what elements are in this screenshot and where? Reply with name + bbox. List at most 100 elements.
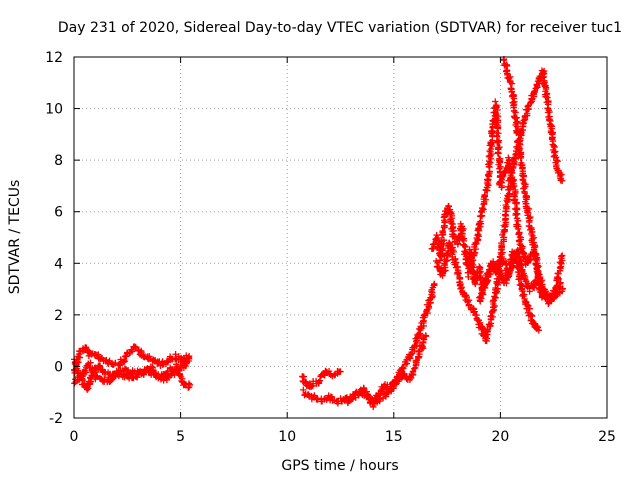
data-point xyxy=(488,127,495,135)
data-point xyxy=(185,383,193,391)
data-point xyxy=(505,271,513,279)
data-point xyxy=(107,378,114,385)
data-point xyxy=(445,242,452,249)
y-axis-label: SDTVAR / TECUs xyxy=(7,180,23,295)
data-point xyxy=(455,270,462,277)
data-point xyxy=(515,230,523,238)
data-point xyxy=(337,368,344,375)
data-point xyxy=(550,142,558,149)
data-point xyxy=(430,241,437,248)
series-track-j xyxy=(464,98,566,307)
data-point xyxy=(300,386,307,394)
series-track-k xyxy=(500,55,564,303)
data-point xyxy=(491,294,499,302)
y-tick-label: 6 xyxy=(54,205,63,221)
data-point xyxy=(472,272,480,280)
data-point xyxy=(308,383,315,390)
data-point xyxy=(500,57,507,64)
data-point xyxy=(101,375,108,383)
data-point xyxy=(491,302,498,310)
data-point xyxy=(486,147,493,155)
data-point xyxy=(451,259,459,266)
data-point xyxy=(514,217,522,224)
data-point xyxy=(526,288,533,295)
data-point xyxy=(457,285,465,292)
data-point xyxy=(407,351,414,358)
data-point xyxy=(519,176,526,183)
series-track-e xyxy=(300,386,351,407)
data-point xyxy=(466,246,473,253)
data-point xyxy=(415,330,422,338)
data-point xyxy=(512,211,519,219)
data-point xyxy=(95,362,103,369)
series-track-i xyxy=(432,67,566,345)
series-track-c xyxy=(71,354,193,387)
data-point xyxy=(468,260,475,267)
series-track-l xyxy=(475,246,566,305)
data-point xyxy=(185,355,193,362)
data-point xyxy=(503,260,510,267)
data-point xyxy=(533,266,541,273)
data-point xyxy=(487,270,494,278)
chart-title: Day 231 of 2020, Sidereal Day-to-day VTE… xyxy=(58,20,622,36)
data-point xyxy=(425,303,432,310)
y-tick-label: 4 xyxy=(54,256,63,272)
data-point xyxy=(439,229,446,236)
data-point xyxy=(517,154,524,162)
data-point xyxy=(541,292,548,299)
data-point xyxy=(128,348,136,355)
data-point xyxy=(439,245,446,253)
data-point xyxy=(487,313,494,320)
data-point xyxy=(320,371,327,378)
data-point xyxy=(422,332,429,339)
data-point xyxy=(449,251,456,258)
data-point xyxy=(468,266,475,273)
data-point xyxy=(141,368,149,375)
data-point xyxy=(517,282,525,289)
data-point xyxy=(121,358,128,365)
data-point xyxy=(503,203,510,210)
data-point xyxy=(484,326,491,334)
data-point xyxy=(449,227,456,235)
y-tick-label: -2 xyxy=(49,411,63,427)
data-point xyxy=(410,365,418,372)
data-point xyxy=(494,106,501,114)
data-point xyxy=(518,286,526,293)
data-point xyxy=(523,110,531,117)
data-point xyxy=(515,252,523,260)
data-point xyxy=(481,193,488,200)
data-point xyxy=(494,125,501,132)
data-point xyxy=(459,236,466,243)
data-point xyxy=(484,176,491,183)
data-point xyxy=(511,182,518,190)
series-track-d xyxy=(299,367,344,391)
data-point xyxy=(507,171,515,179)
data-point xyxy=(507,79,514,86)
data-point xyxy=(134,367,141,374)
data-point xyxy=(446,241,453,248)
data-point xyxy=(475,233,482,240)
x-tick-label: 15 xyxy=(385,429,403,445)
data-marks xyxy=(70,55,566,411)
data-point xyxy=(536,285,543,292)
data-point xyxy=(448,212,456,220)
data-point xyxy=(314,396,321,403)
data-point xyxy=(439,272,446,279)
data-point xyxy=(384,381,391,388)
data-point xyxy=(532,254,540,262)
data-point xyxy=(442,258,450,265)
data-point xyxy=(316,377,324,384)
data-point xyxy=(493,133,501,140)
data-point xyxy=(554,157,561,165)
data-point xyxy=(470,249,478,256)
y-tick-label: 2 xyxy=(54,308,63,324)
x-tick-label: 20 xyxy=(491,429,509,445)
data-point xyxy=(429,245,436,252)
data-point xyxy=(515,131,522,139)
data-point xyxy=(463,256,471,263)
data-point xyxy=(534,279,541,287)
data-point xyxy=(534,84,541,91)
data-point xyxy=(515,275,523,283)
data-point xyxy=(178,377,185,385)
